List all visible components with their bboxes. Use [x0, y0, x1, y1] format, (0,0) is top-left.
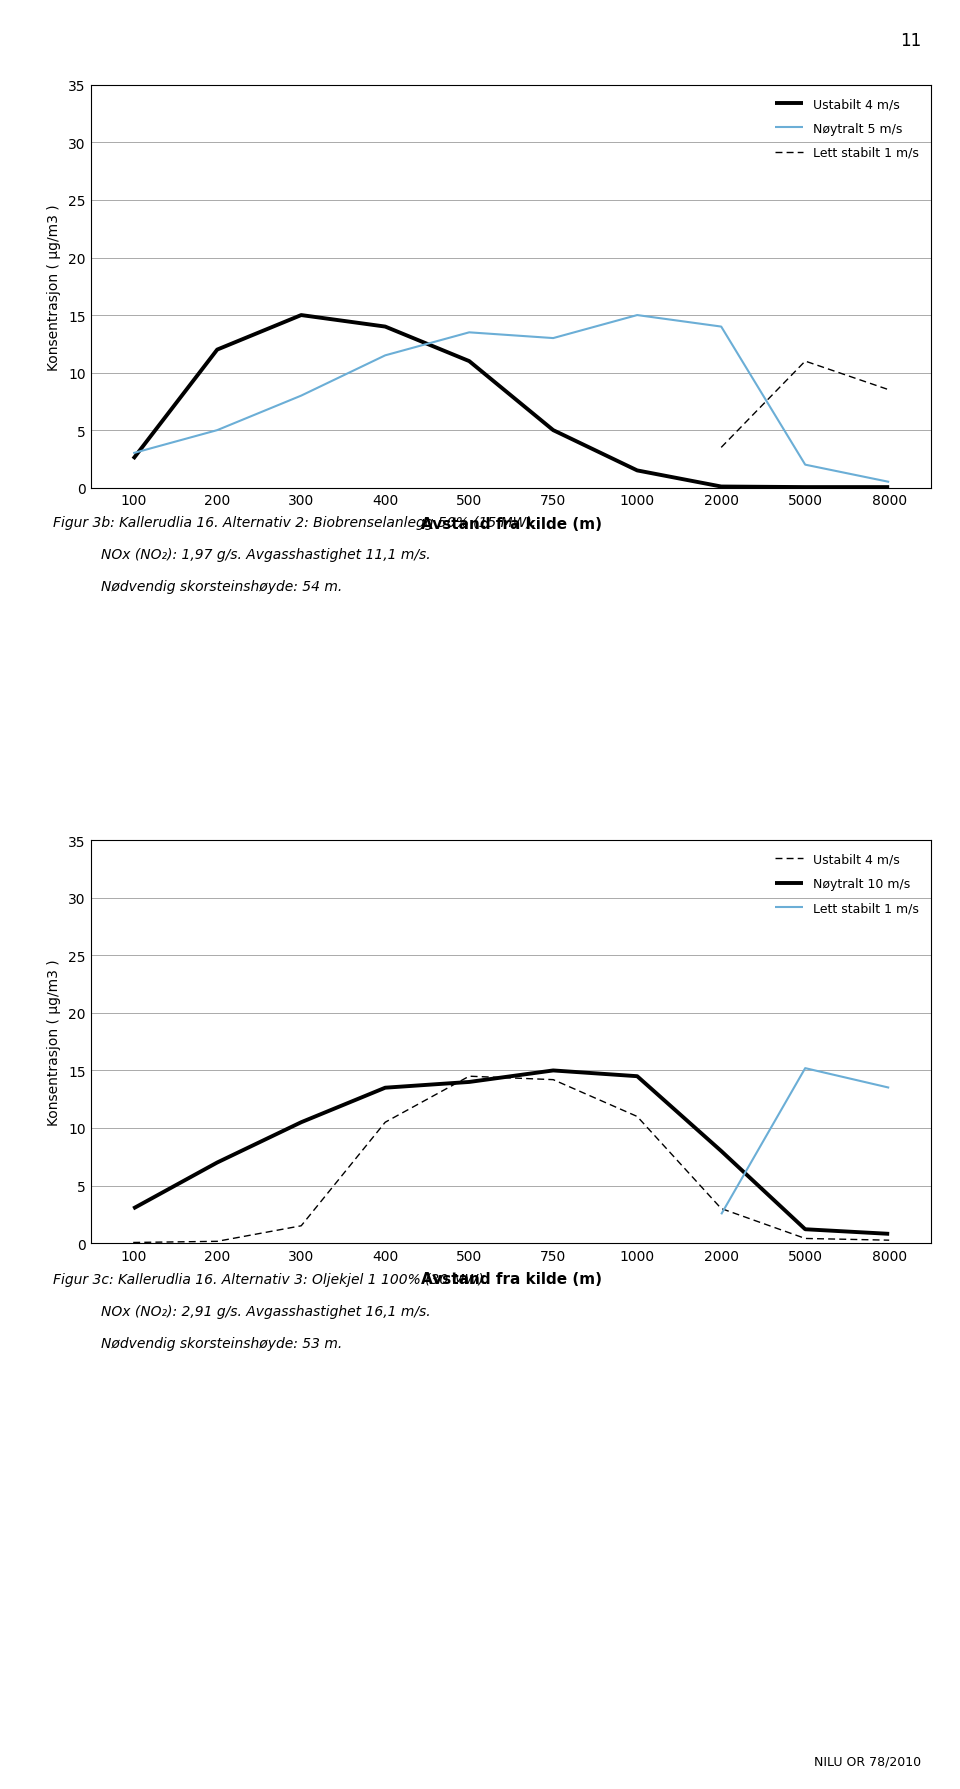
Lett stabilt 1 m/s [715, 1204, 727, 1225]
Ustabilt 4 m/s [800, 478, 811, 499]
Line: Lett stabilt 1 m/s: Lett stabilt 1 m/s [721, 1068, 889, 1215]
Lett stabilt 1 m/s [800, 1057, 811, 1079]
Ustabilt 4 m/s [883, 478, 895, 499]
Nøytralt 10 m/s [632, 1066, 643, 1088]
Ustabilt 4 m/s [211, 1231, 223, 1252]
Ustabilt 4 m/s [883, 1229, 895, 1251]
Text: Figur 3b: Kallerudlia 16. Alternativ 2: Biobrenselanlegg 50% (15 MW).: Figur 3b: Kallerudlia 16. Alternativ 2: … [53, 515, 536, 530]
Nøytralt 10 m/s [296, 1113, 307, 1134]
Nøytralt 10 m/s [379, 1077, 391, 1098]
Nøytralt 10 m/s [464, 1072, 475, 1093]
Nøytralt 5 m/s [128, 444, 139, 465]
Nøytralt 5 m/s [464, 322, 475, 343]
Line: Ustabilt 4 m/s: Ustabilt 4 m/s [133, 317, 889, 488]
Line: Lett stabilt 1 m/s: Lett stabilt 1 m/s [721, 361, 889, 449]
Ustabilt 4 m/s [464, 1066, 475, 1088]
Lett stabilt 1 m/s [715, 438, 727, 460]
Nøytralt 5 m/s [632, 306, 643, 327]
Line: Nøytralt 5 m/s: Nøytralt 5 m/s [133, 317, 889, 483]
Text: NOx (NO₂): 1,97 g/s. Avgasshastighet 11,1 m/s.: NOx (NO₂): 1,97 g/s. Avgasshastighet 11,… [101, 547, 430, 562]
Text: Nødvendig skorsteinshøyde: 53 m.: Nødvendig skorsteinshøyde: 53 m. [101, 1336, 342, 1351]
X-axis label: Avstand fra kilde (m): Avstand fra kilde (m) [420, 1272, 602, 1286]
Legend: Ustabilt 4 m/s, Nøytralt 5 m/s, Lett stabilt 1 m/s: Ustabilt 4 m/s, Nøytralt 5 m/s, Lett sta… [769, 91, 924, 166]
Lett stabilt 1 m/s [883, 379, 895, 401]
Nøytralt 5 m/s [296, 386, 307, 408]
Text: 11: 11 [900, 32, 922, 50]
Nøytralt 10 m/s [883, 1224, 895, 1245]
Ustabilt 4 m/s [379, 317, 391, 338]
Ustabilt 4 m/s [128, 1233, 139, 1254]
Ustabilt 4 m/s [547, 420, 559, 442]
Ustabilt 4 m/s [800, 1227, 811, 1249]
Ustabilt 4 m/s [296, 306, 307, 327]
Nøytralt 10 m/s [547, 1061, 559, 1082]
Text: Nødvendig skorsteinshøyde: 54 m.: Nødvendig skorsteinshøyde: 54 m. [101, 580, 342, 594]
Ustabilt 4 m/s [632, 1106, 643, 1127]
Nøytralt 10 m/s [211, 1152, 223, 1174]
Nøytralt 5 m/s [547, 327, 559, 349]
Lett stabilt 1 m/s [800, 351, 811, 372]
Ustabilt 4 m/s [128, 449, 139, 471]
Nøytralt 5 m/s [883, 472, 895, 494]
Ustabilt 4 m/s [715, 476, 727, 497]
Nøytralt 10 m/s [715, 1141, 727, 1163]
Ustabilt 4 m/s [379, 1113, 391, 1134]
Y-axis label: Konsentrasjon ( μg/m3 ): Konsentrasjon ( μg/m3 ) [47, 959, 61, 1125]
Lett stabilt 1 m/s [883, 1077, 895, 1098]
Legend: Ustabilt 4 m/s, Nøytralt 10 m/s, Lett stabilt 1 m/s: Ustabilt 4 m/s, Nøytralt 10 m/s, Lett st… [769, 846, 924, 921]
Ustabilt 4 m/s [211, 340, 223, 361]
Y-axis label: Konsentrasjon ( μg/m3 ): Konsentrasjon ( μg/m3 ) [47, 204, 61, 370]
Text: NOx (NO₂): 2,91 g/s. Avgasshastighet 16,1 m/s.: NOx (NO₂): 2,91 g/s. Avgasshastighet 16,… [101, 1304, 430, 1318]
Nøytralt 5 m/s [800, 454, 811, 476]
Nøytralt 10 m/s [800, 1218, 811, 1240]
Ustabilt 4 m/s [464, 351, 475, 372]
Ustabilt 4 m/s [296, 1215, 307, 1236]
Text: NILU OR 78/2010: NILU OR 78/2010 [814, 1755, 922, 1768]
Line: Nøytralt 10 m/s: Nøytralt 10 m/s [133, 1072, 889, 1234]
Ustabilt 4 m/s [547, 1070, 559, 1091]
Line: Ustabilt 4 m/s: Ustabilt 4 m/s [133, 1077, 889, 1243]
Ustabilt 4 m/s [632, 460, 643, 481]
Ustabilt 4 m/s [715, 1199, 727, 1220]
Nøytralt 5 m/s [379, 345, 391, 367]
Nøytralt 5 m/s [715, 317, 727, 338]
Nøytralt 5 m/s [211, 420, 223, 442]
X-axis label: Avstand fra kilde (m): Avstand fra kilde (m) [420, 517, 602, 531]
Nøytralt 10 m/s [128, 1199, 139, 1220]
Text: Figur 3c: Kallerudlia 16. Alternativ 3: Oljekjel 1 100% (30 MW).: Figur 3c: Kallerudlia 16. Alternativ 3: … [53, 1272, 488, 1286]
